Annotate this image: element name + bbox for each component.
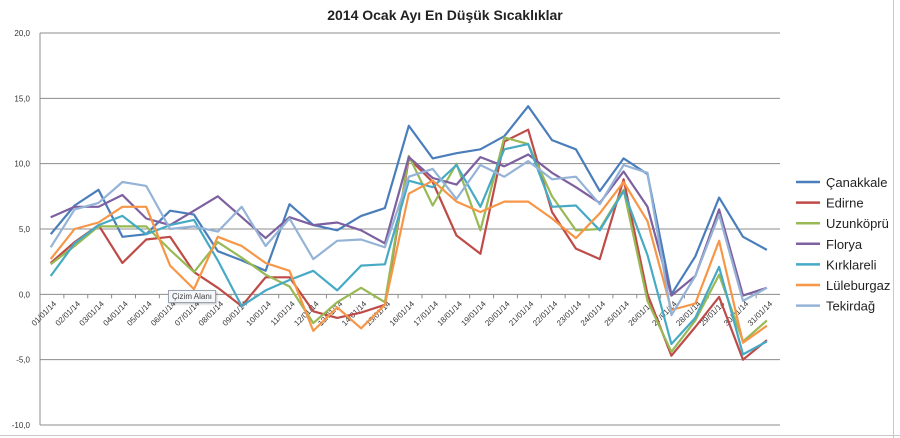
legend-label: Uzunköprü <box>826 216 889 231</box>
series-line-2 <box>50 136 768 353</box>
y-tick-label: 0,0 <box>19 290 31 299</box>
legend-label: Edirne <box>826 196 864 211</box>
x-tick-label: 19/01/14 <box>459 299 488 328</box>
x-tick-label: 03/01/14 <box>78 299 107 328</box>
y-axis: -10,0 -5,0 0,0 5,0 10,0 15,0 20,0 <box>12 29 41 430</box>
x-tick-label: 16/01/14 <box>388 299 417 328</box>
x-tick-label: 06/01/14 <box>149 299 178 328</box>
x-tick-label: 15/01/14 <box>364 299 393 328</box>
legend-label: Kırklareli <box>826 257 877 272</box>
y-tick-label: -10,0 <box>12 421 31 430</box>
legend-label: Tekirdağ <box>826 299 875 314</box>
x-tick-label: 07/01/14 <box>173 299 202 328</box>
y-tick-label: 5,0 <box>19 225 31 234</box>
x-tick-label: 20/01/14 <box>483 299 512 328</box>
x-tick-label: 21/01/14 <box>507 299 536 328</box>
legend-label: Florya <box>826 237 863 252</box>
series-line-4 <box>49 143 768 356</box>
x-tick-label: 25/01/14 <box>603 299 632 328</box>
x-tick-label: 18/01/14 <box>436 299 465 328</box>
series-line-5 <box>49 179 768 344</box>
legend-label: Lüleburgaz <box>826 278 890 293</box>
y-tick-label: 20,0 <box>14 29 30 38</box>
series-lines <box>49 105 768 361</box>
legend: Çanakkale Edirne Uzunköprü Florya Kırklareli… <box>796 175 890 314</box>
y-tick-label: 10,0 <box>14 160 30 169</box>
x-tick-label: 10/01/14 <box>245 299 274 328</box>
x-tick-label: 24/01/14 <box>579 299 608 328</box>
x-tick-label: 22/01/14 <box>531 299 560 328</box>
legend-label: Çanakkale <box>826 175 887 190</box>
x-tick-label: 17/01/14 <box>412 299 441 328</box>
chart-title: 2014 Ocak Ayı En Düşük Sıcaklıklar <box>327 7 563 23</box>
chart-border-right <box>893 0 894 438</box>
series-line-6 <box>49 160 768 317</box>
x-tick-label: 08/01/14 <box>197 299 226 328</box>
x-tick-label: 04/01/14 <box>101 299 130 328</box>
plot-area-tooltip: Çizim Alanı <box>168 290 217 303</box>
chart-border-bottom <box>0 435 900 436</box>
x-tick-label: 01/01/14 <box>30 299 59 328</box>
x-tick-label: 31/01/14 <box>746 299 775 328</box>
x-tick-label: 02/01/14 <box>54 299 83 328</box>
gridlines <box>40 32 780 426</box>
y-tick-label: 15,0 <box>14 94 30 103</box>
x-tick-label: 23/01/14 <box>555 299 584 328</box>
x-tick-label: 05/01/14 <box>125 299 154 328</box>
y-tick-label: -5,0 <box>16 356 30 365</box>
